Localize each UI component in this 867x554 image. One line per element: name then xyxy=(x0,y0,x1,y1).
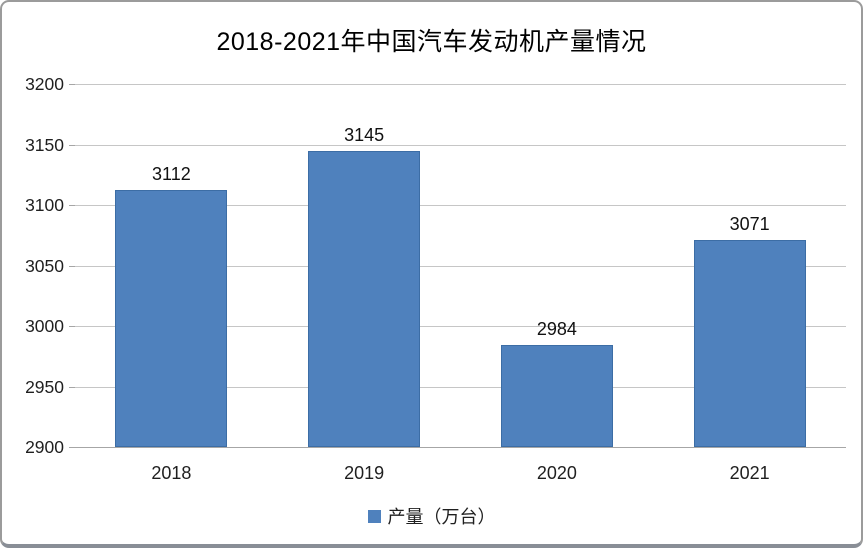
legend: 产量（万台） xyxy=(2,503,861,529)
y-axis-tick xyxy=(69,265,75,267)
bar-value-label: 3071 xyxy=(729,214,770,235)
legend-label: 产量（万台） xyxy=(387,507,496,527)
bar-2019 xyxy=(308,150,421,447)
y-axis-tick-label: 2950 xyxy=(25,376,64,397)
bar-value-label: 2984 xyxy=(536,319,577,340)
y-axis-tick xyxy=(69,386,75,388)
x-axis-label-2018: 2018 xyxy=(151,463,192,483)
y-axis-tick-label: 3100 xyxy=(25,195,64,215)
y-axis-tick-label: 3000 xyxy=(25,316,64,336)
chart-title: 2018-2021年中国汽车发动机产量情况 xyxy=(216,28,647,56)
gridline xyxy=(75,386,846,388)
y-axis-tick xyxy=(69,144,75,146)
y-axis-tick xyxy=(69,84,75,85)
gridline xyxy=(75,326,846,327)
plot-area: 3112 3145 2984 3071 xyxy=(75,84,846,448)
y-axis-tick xyxy=(69,205,75,206)
y-axis-tick xyxy=(69,447,75,448)
bar-2018 xyxy=(115,190,228,447)
x-axis-label-2021: 2021 xyxy=(729,463,770,483)
legend-marker-square-icon xyxy=(367,509,381,523)
gridline xyxy=(75,84,846,85)
gridline xyxy=(75,144,846,146)
bar-2020 xyxy=(500,345,613,447)
bar-value-label: 3112 xyxy=(152,164,191,185)
x-axis-label-2019: 2019 xyxy=(344,463,385,483)
y-axis-tick-label: 3150 xyxy=(25,134,64,155)
gridline xyxy=(75,205,846,206)
gridline xyxy=(75,265,846,267)
y-axis-tick-label: 3200 xyxy=(25,74,64,94)
y-axis-tick-label: 2900 xyxy=(25,437,64,457)
bar-2021 xyxy=(693,240,806,447)
bar-value-label: 3145 xyxy=(344,124,385,145)
gridline xyxy=(75,447,846,448)
y-axis-tick xyxy=(69,326,75,327)
x-axis-label-2020: 2020 xyxy=(536,463,577,483)
y-axis-tick-label: 3050 xyxy=(25,255,64,276)
